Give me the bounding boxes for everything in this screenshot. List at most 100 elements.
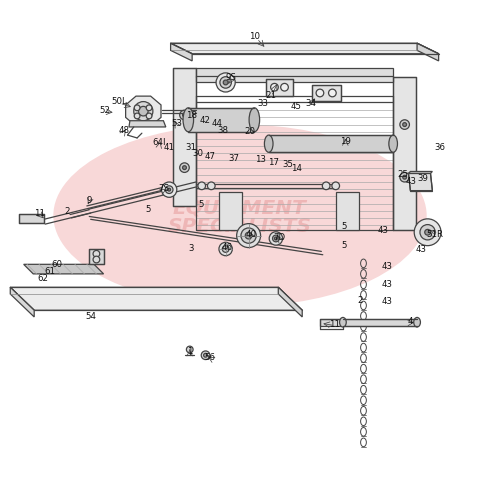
Circle shape	[400, 120, 409, 129]
Text: 43: 43	[377, 226, 388, 236]
Text: 43: 43	[406, 176, 417, 186]
Text: 10: 10	[249, 31, 260, 40]
Text: 43: 43	[382, 297, 393, 306]
Text: 39: 39	[418, 174, 428, 183]
Circle shape	[146, 113, 152, 119]
Ellipse shape	[249, 108, 260, 132]
Text: SPECIALISTS: SPECIALISTS	[168, 217, 312, 236]
Polygon shape	[393, 77, 416, 230]
Circle shape	[245, 232, 252, 239]
Polygon shape	[10, 287, 302, 310]
Circle shape	[403, 175, 407, 179]
Ellipse shape	[339, 317, 346, 327]
Text: 38: 38	[218, 126, 229, 135]
Polygon shape	[126, 96, 161, 126]
Polygon shape	[312, 85, 340, 101]
Circle shape	[241, 228, 256, 243]
Circle shape	[134, 105, 140, 111]
Text: 13: 13	[254, 155, 265, 164]
Text: 5: 5	[198, 201, 204, 210]
Circle shape	[425, 230, 431, 235]
Polygon shape	[321, 319, 343, 326]
Text: 52: 52	[99, 106, 110, 115]
Text: 25: 25	[397, 170, 408, 179]
Polygon shape	[219, 192, 242, 230]
Circle shape	[161, 182, 177, 197]
Text: 2: 2	[357, 296, 362, 305]
Text: 9S: 9S	[226, 73, 237, 82]
Text: 21: 21	[265, 91, 276, 100]
Circle shape	[414, 219, 441, 246]
Circle shape	[186, 346, 193, 353]
Text: 14: 14	[291, 164, 302, 173]
Circle shape	[222, 246, 229, 252]
Polygon shape	[24, 264, 104, 274]
Text: 45: 45	[291, 102, 302, 111]
Circle shape	[323, 182, 330, 190]
Circle shape	[223, 80, 228, 85]
Circle shape	[93, 250, 100, 257]
Circle shape	[216, 73, 235, 92]
Text: 1: 1	[187, 348, 192, 357]
Text: 9: 9	[86, 196, 92, 205]
Text: 17: 17	[268, 158, 279, 167]
Text: 11: 11	[329, 320, 340, 329]
Circle shape	[204, 354, 207, 357]
Circle shape	[316, 89, 324, 97]
Circle shape	[198, 182, 205, 190]
Text: 31: 31	[186, 143, 197, 152]
Text: 47: 47	[204, 152, 216, 161]
Text: 11: 11	[35, 209, 46, 218]
Circle shape	[207, 182, 215, 190]
Text: 44: 44	[212, 119, 223, 128]
Circle shape	[275, 237, 277, 240]
Text: 18: 18	[186, 112, 197, 121]
Polygon shape	[408, 171, 432, 173]
Polygon shape	[19, 214, 44, 223]
Text: 5: 5	[145, 205, 151, 214]
Text: 41: 41	[164, 143, 175, 152]
Text: 7D: 7D	[273, 233, 285, 242]
Text: 5: 5	[342, 241, 347, 249]
Text: EQUIPMENT: EQUIPMENT	[173, 199, 307, 218]
Circle shape	[400, 172, 409, 182]
Text: 3: 3	[189, 244, 194, 252]
Polygon shape	[343, 319, 417, 326]
Text: 40: 40	[246, 230, 257, 239]
Circle shape	[201, 351, 210, 360]
Circle shape	[403, 123, 407, 126]
Ellipse shape	[264, 135, 273, 152]
Circle shape	[134, 102, 153, 121]
Polygon shape	[269, 135, 393, 152]
Ellipse shape	[183, 108, 193, 132]
Text: 43: 43	[382, 280, 393, 289]
Ellipse shape	[414, 317, 420, 327]
Polygon shape	[266, 79, 293, 96]
Polygon shape	[173, 68, 196, 206]
Circle shape	[182, 113, 186, 117]
Circle shape	[182, 166, 186, 169]
Text: 61: 61	[44, 267, 55, 276]
Text: 2: 2	[64, 207, 70, 216]
Text: 48: 48	[119, 126, 130, 135]
Text: 43: 43	[415, 246, 426, 254]
Circle shape	[420, 225, 435, 240]
Text: 60: 60	[52, 260, 63, 269]
Ellipse shape	[389, 135, 397, 152]
Polygon shape	[129, 121, 166, 127]
Text: 50L: 50L	[111, 97, 127, 106]
Polygon shape	[89, 249, 104, 264]
Circle shape	[237, 224, 261, 248]
Circle shape	[271, 83, 278, 91]
Polygon shape	[188, 108, 254, 132]
Text: 30: 30	[192, 149, 204, 158]
Circle shape	[332, 182, 339, 190]
Text: 35: 35	[282, 160, 293, 169]
Circle shape	[219, 243, 232, 255]
Polygon shape	[10, 287, 34, 317]
Text: 51R: 51R	[427, 230, 444, 239]
Circle shape	[180, 110, 189, 120]
Circle shape	[328, 89, 336, 97]
Polygon shape	[278, 287, 302, 317]
Circle shape	[134, 113, 140, 119]
